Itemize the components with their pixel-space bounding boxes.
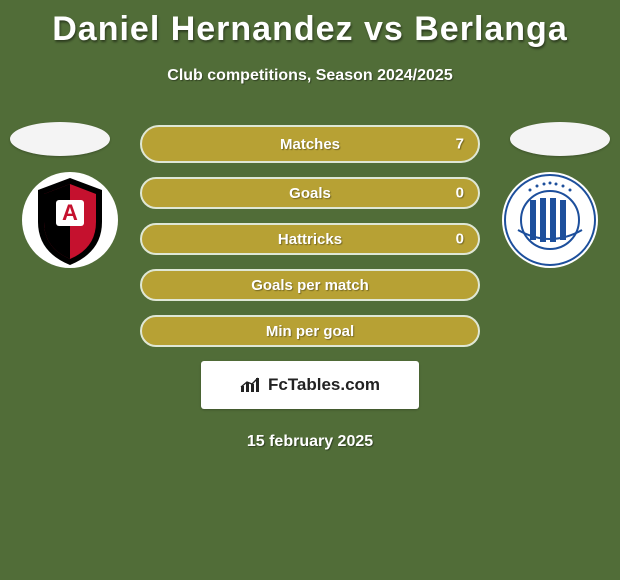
date-text: 15 february 2025 — [0, 433, 620, 451]
club-badge-left: A — [20, 170, 120, 270]
stat-label: Matches — [280, 136, 340, 153]
player-photo-placeholder-right — [510, 122, 610, 156]
watermark-text: FcTables.com — [268, 375, 380, 395]
stat-row-matches: Matches 7 — [140, 125, 480, 163]
svg-text:A: A — [62, 200, 78, 225]
stat-row-min-per-goal: Min per goal — [140, 315, 480, 347]
stats-container: Matches 7 Goals 0 Hattricks 0 Goals per … — [140, 125, 480, 347]
stat-value-right: 7 — [456, 136, 464, 153]
stat-label: Min per goal — [266, 323, 354, 340]
stat-value-right: 0 — [456, 185, 464, 202]
stat-row-hattricks: Hattricks 0 — [140, 223, 480, 255]
page-title: Daniel Hernandez vs Berlanga — [0, 0, 620, 49]
stat-label: Goals — [289, 185, 331, 202]
subtitle: Club competitions, Season 2024/2025 — [0, 67, 620, 85]
bar-chart-icon — [240, 376, 262, 394]
player-photo-placeholder-left — [10, 122, 110, 156]
stat-label: Goals per match — [251, 277, 369, 294]
stat-value-right: 0 — [456, 231, 464, 248]
club-badge-right — [500, 170, 600, 270]
stat-row-goals-per-match: Goals per match — [140, 269, 480, 301]
stat-label: Hattricks — [278, 231, 342, 248]
stat-row-goals: Goals 0 — [140, 177, 480, 209]
watermark: FcTables.com — [201, 361, 419, 409]
